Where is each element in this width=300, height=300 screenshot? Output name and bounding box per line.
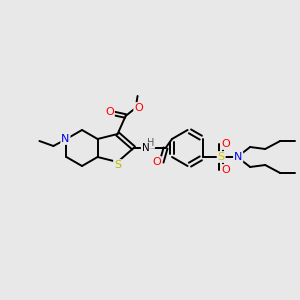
Text: O: O [222, 139, 231, 149]
Text: S: S [114, 160, 121, 170]
Text: N: N [61, 134, 70, 144]
Text: H: H [147, 138, 154, 148]
Text: O: O [152, 157, 161, 167]
Text: N: N [234, 152, 242, 162]
Text: O: O [222, 165, 231, 175]
Text: O: O [134, 103, 143, 113]
Text: N: N [142, 143, 149, 153]
Text: O: O [105, 107, 114, 117]
Text: S: S [218, 152, 225, 162]
